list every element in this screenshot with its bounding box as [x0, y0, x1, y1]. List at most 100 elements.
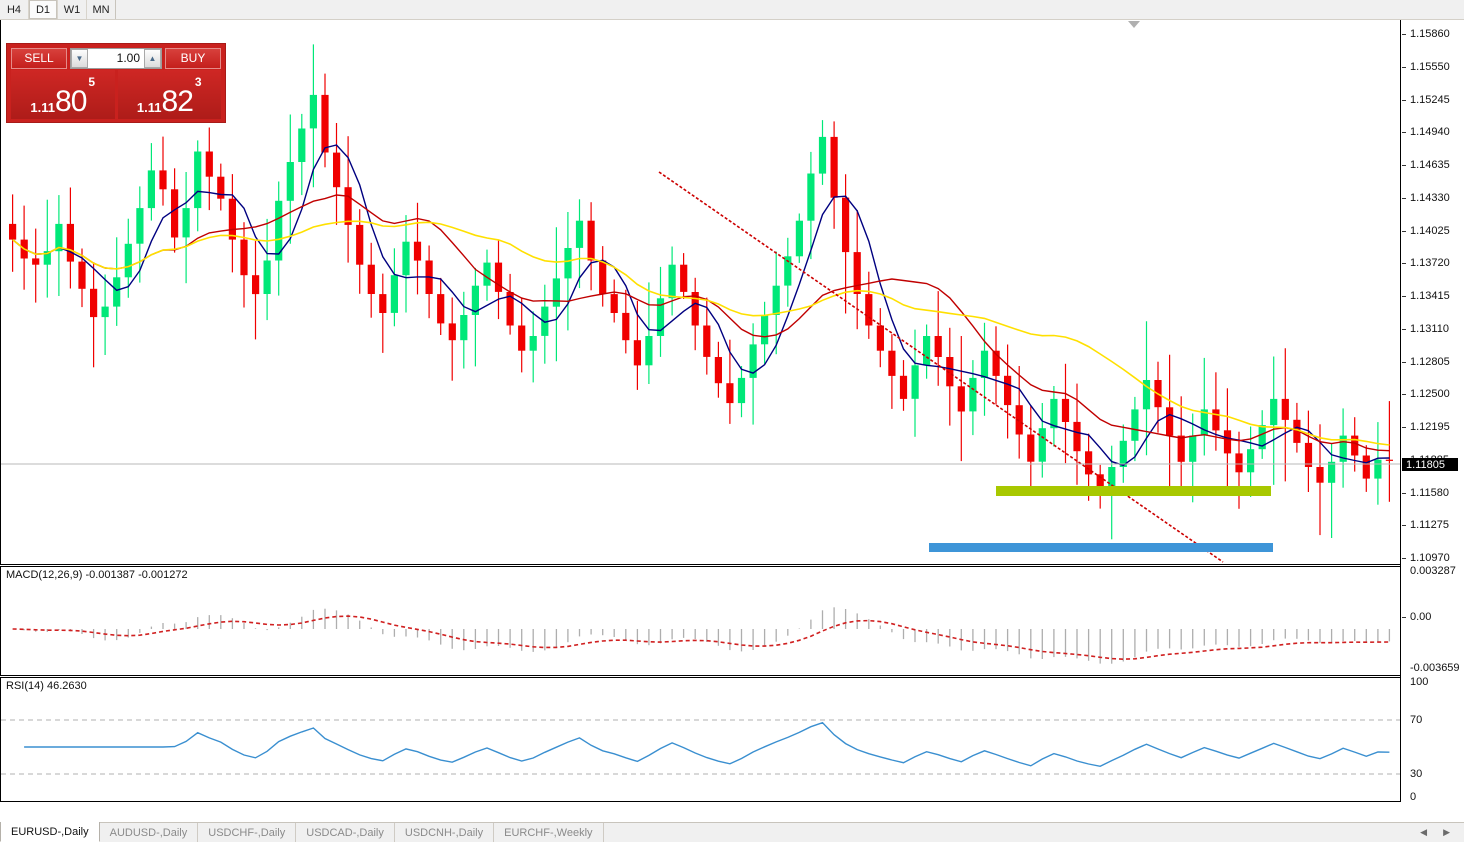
candle-body — [645, 336, 653, 366]
candle-body — [113, 277, 121, 307]
rsi-label: RSI(14) 46.2630 — [6, 680, 87, 692]
candle-body — [1362, 455, 1370, 479]
candle-body — [610, 294, 618, 313]
candle-body — [1177, 435, 1185, 462]
chart-position-marker-icon — [1128, 21, 1140, 28]
candle-body — [286, 162, 294, 201]
macd-histogram — [23, 607, 1391, 664]
volume-decrement-icon[interactable]: ▼ — [71, 48, 88, 68]
one-click-trading-panel[interactable]: SELL ▼ 1.00 ▲ BUY 1.11 80 5 1.11 82 3 — [6, 43, 226, 123]
candle-body — [252, 275, 260, 295]
candle-body — [934, 336, 942, 357]
timeframe-button-d1[interactable]: D1 — [29, 0, 58, 19]
volume-increment-icon[interactable]: ▲ — [144, 48, 161, 68]
candle-body — [1038, 428, 1046, 462]
chart-tab-usdcad[interactable]: USDCAD-,Daily — [296, 823, 395, 842]
descending-trendline[interactable] — [658, 171, 1224, 563]
chart-tab-eurusd[interactable]: EURUSD-,Daily — [0, 822, 100, 842]
candle-body — [494, 262, 503, 292]
candle-body — [1108, 467, 1116, 494]
scroll-right-icon[interactable]: ▶ — [1443, 827, 1450, 837]
candle-body — [1385, 459, 1393, 461]
candle-body — [1200, 409, 1208, 436]
timeframe-toolbar: H4 D1 W1 MN — [0, 0, 1464, 20]
candle-body — [680, 264, 688, 292]
candle-body — [1004, 375, 1012, 406]
price-scale-tick — [1402, 427, 1406, 428]
chart-tab-usdchf[interactable]: USDCHF-,Daily — [198, 823, 297, 842]
candle-body — [1281, 398, 1289, 420]
candle-body — [865, 294, 873, 326]
candle-body — [147, 170, 155, 209]
price-scale-column[interactable]: 1.15860 1.15550 1.15245 1.14940 1.14635 1.143… — [1400, 20, 1464, 803]
candle-body — [703, 325, 711, 357]
price-scale-tick — [1402, 328, 1406, 330]
candle-body — [1270, 398, 1278, 426]
candle-body — [506, 292, 514, 326]
candle-body — [1166, 407, 1174, 436]
one-click-panel-controls: SELL ▼ 1.00 ▲ BUY — [7, 44, 225, 70]
rsi-pane[interactable]: RSI(14) 46.2630 — [0, 677, 1400, 802]
price-scale-tick — [1402, 296, 1406, 297]
candle-body — [333, 152, 341, 188]
buy-button[interactable]: BUY — [165, 47, 221, 69]
price-pane[interactable]: EURUSD-,Daily 1.11828 1.11829 1.11764 1.… — [0, 20, 1400, 565]
price-scale-label: 1.14025 — [1410, 224, 1450, 237]
scroll-left-icon[interactable]: ◀ — [1420, 827, 1428, 837]
candle-body — [43, 251, 51, 265]
volume-input[interactable]: 1.00 — [116, 51, 140, 65]
candle-body — [78, 261, 86, 289]
candle-body — [1212, 409, 1220, 431]
candle-body — [1189, 435, 1197, 462]
price-scale-tick — [1402, 197, 1406, 199]
candle-body — [263, 260, 271, 294]
candle-body — [714, 357, 722, 384]
current-price-tag: 1.11805 — [1402, 458, 1458, 471]
chart-tab-audusd[interactable]: AUDUSD-,Daily — [100, 823, 199, 842]
chart-tab-usdcnh[interactable]: USDCNH-,Daily — [395, 823, 495, 842]
sell-price-quote[interactable]: 1.11 80 5 — [11, 70, 115, 119]
timeframe-button-h4[interactable]: H4 — [0, 0, 29, 19]
price-scale-label: 1.13110 — [1410, 322, 1449, 335]
price-scale-tick — [1402, 165, 1406, 166]
resistance-zone-band[interactable] — [996, 486, 1271, 496]
volume-stepper[interactable]: ▼ 1.00 ▲ — [70, 47, 162, 69]
price-scale-tick — [1402, 361, 1406, 363]
support-zone-band[interactable] — [929, 543, 1273, 552]
candle-body — [564, 248, 572, 279]
price-scale-tick — [1402, 132, 1406, 134]
chart-tab-eurchf[interactable]: EURCHF-,Weekly — [494, 823, 604, 842]
candle-body — [946, 357, 954, 387]
candle-body — [992, 350, 1000, 376]
sell-button[interactable]: SELL — [11, 47, 67, 69]
timeframe-button-w1[interactable]: W1 — [58, 0, 87, 19]
price-scale-label: 1.11580 — [1410, 486, 1449, 499]
candle-body — [980, 350, 989, 378]
price-scale-tick — [1402, 263, 1406, 265]
candle-body — [182, 208, 190, 238]
candle-body — [402, 241, 410, 276]
candle-body — [344, 187, 352, 225]
candle-body — [853, 252, 861, 294]
candle-body — [66, 223, 74, 262]
price-scale-tick — [1402, 66, 1406, 68]
candle-body — [1119, 440, 1127, 467]
candle-body — [32, 258, 40, 265]
rsi-scale-label: 0 — [1410, 791, 1417, 803]
candle-body — [668, 264, 676, 299]
rsi-scale-label: 70 — [1410, 714, 1423, 726]
candle-body — [807, 173, 815, 221]
candle-body — [90, 288, 98, 318]
candle-body — [471, 285, 479, 315]
timeframe-button-mn[interactable]: MN — [87, 0, 116, 19]
price-scale-tick — [1402, 394, 1406, 396]
candle-body — [1096, 474, 1104, 494]
candle-body — [876, 325, 884, 351]
macd-pane[interactable]: MACD(12,26,9) -0.001387 -0.001272 — [0, 566, 1400, 676]
macd-scale-label: 0.00 — [1410, 611, 1432, 623]
candle-body — [1304, 442, 1313, 467]
candle-body — [1073, 421, 1081, 452]
candle-body — [483, 262, 491, 286]
buy-price-quote[interactable]: 1.11 82 3 — [117, 70, 221, 119]
candle-body — [309, 94, 317, 129]
